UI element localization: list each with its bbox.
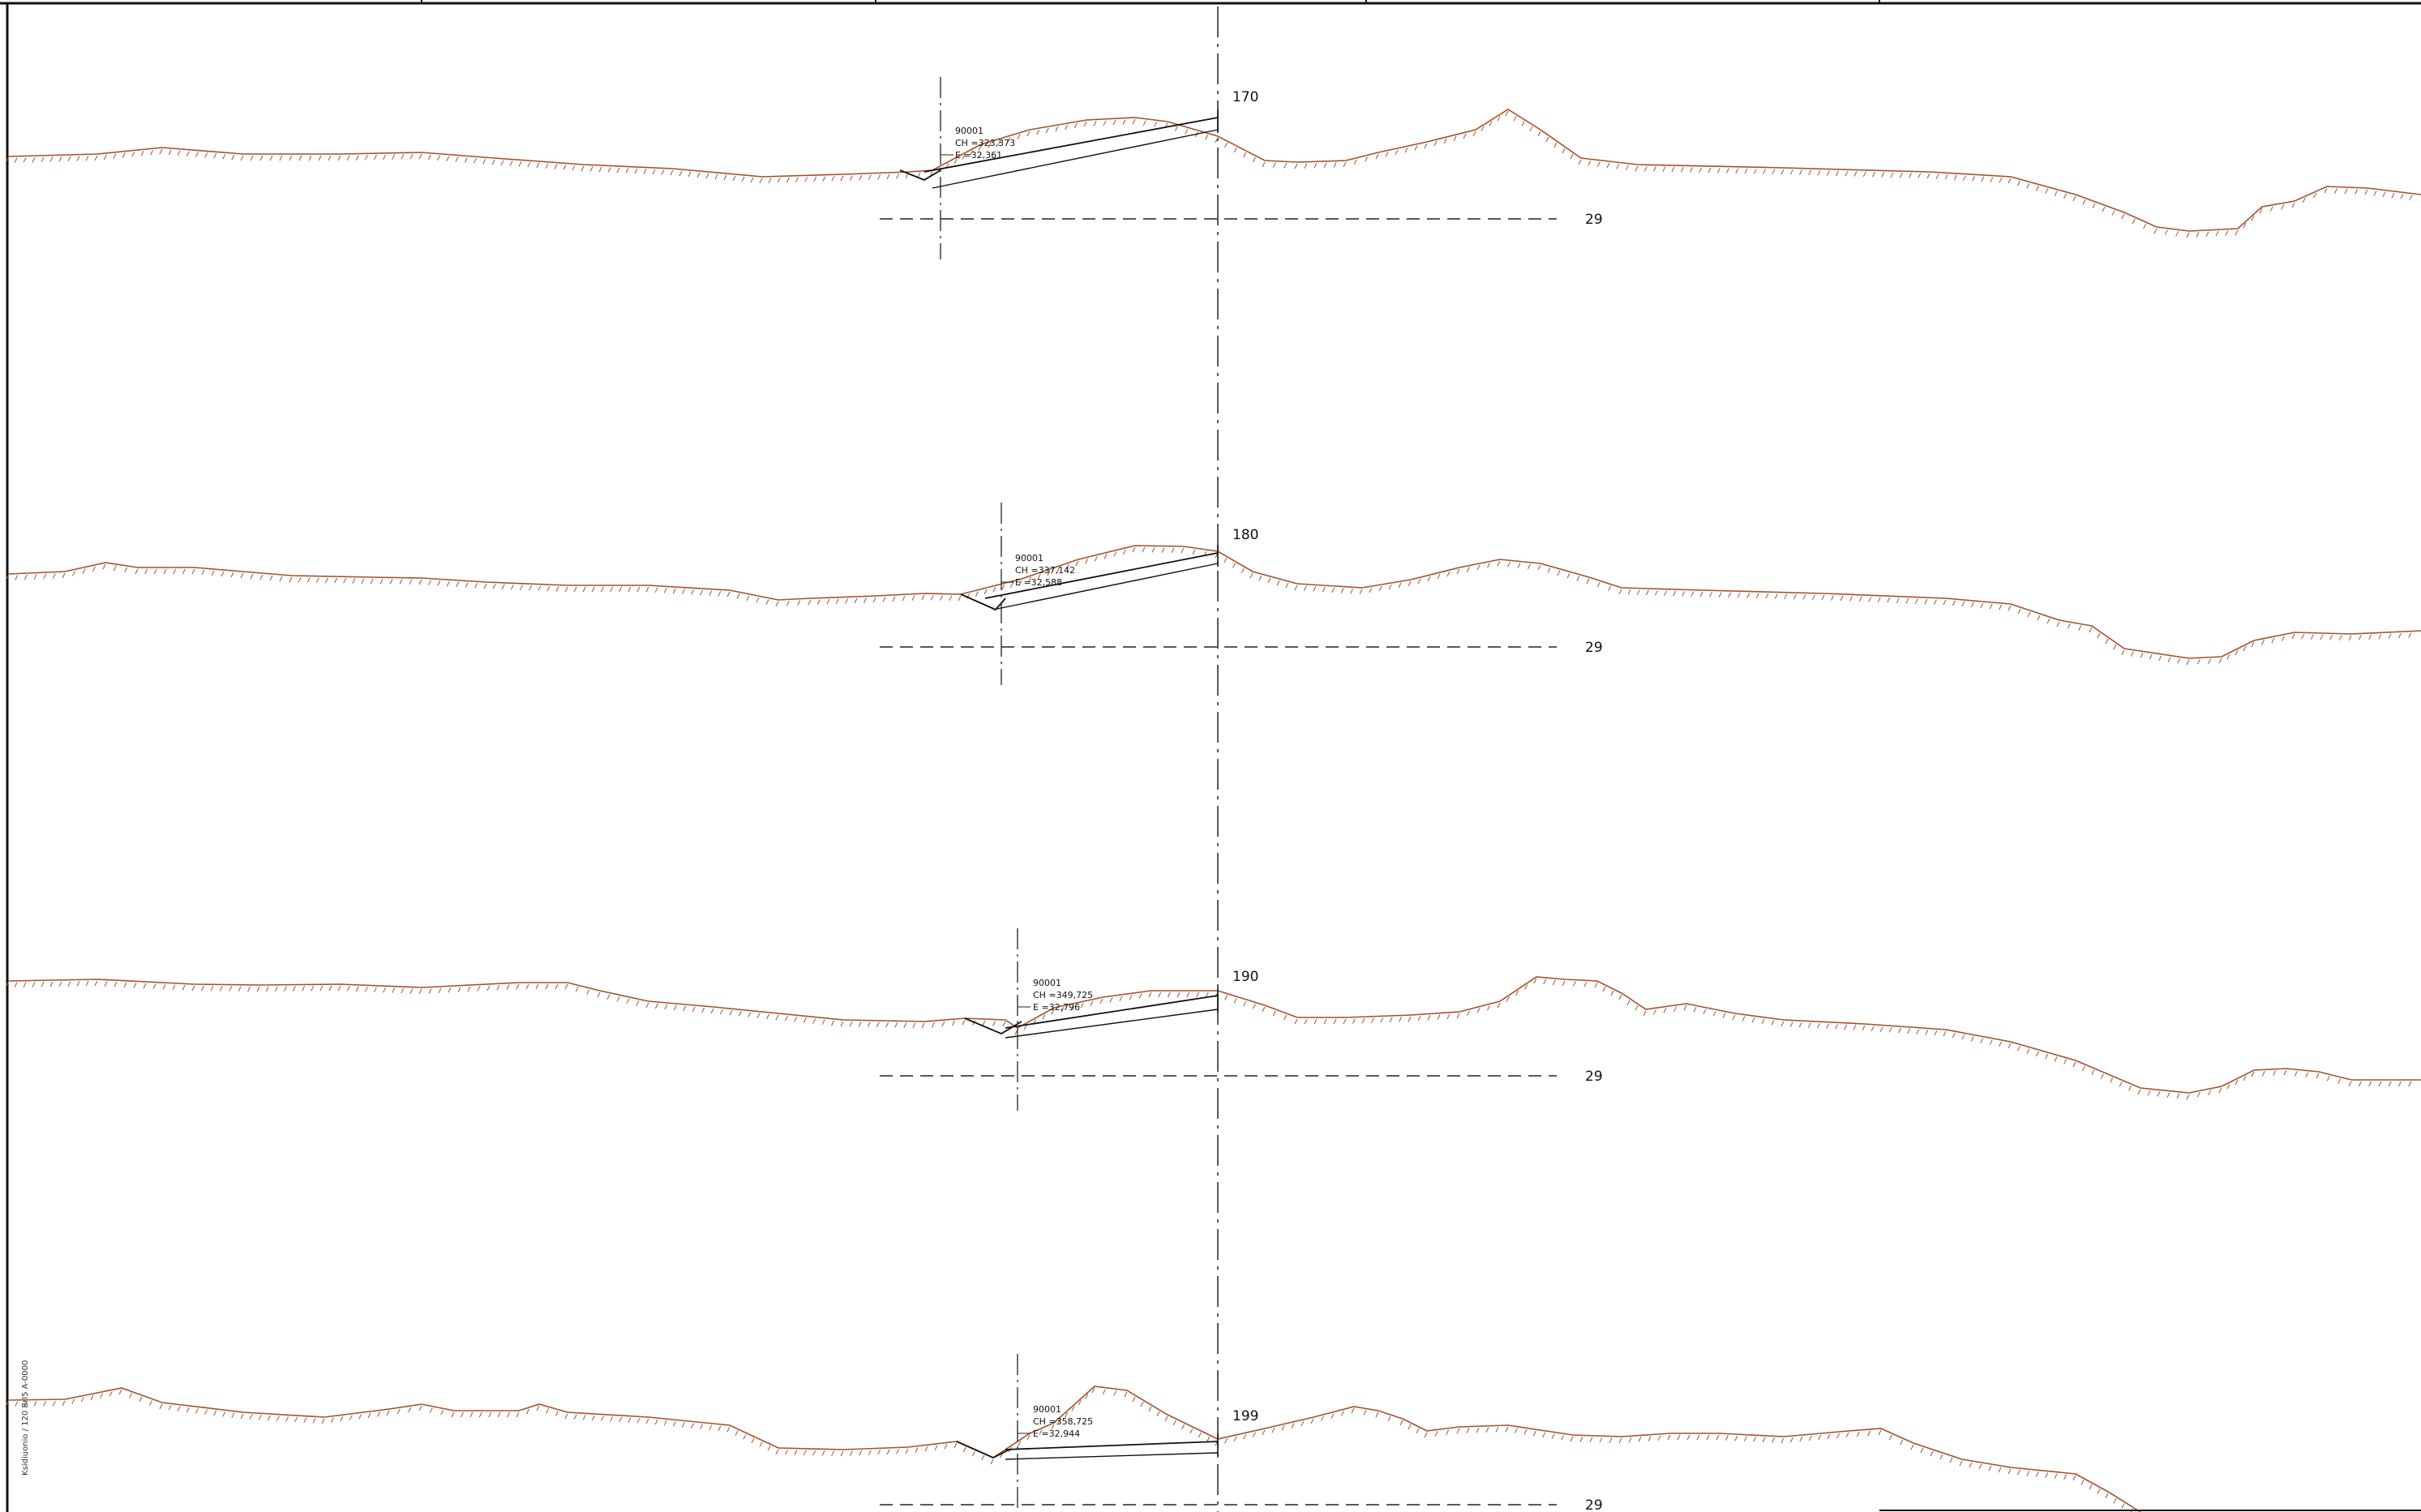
annotation-line: E =32,796	[1033, 1002, 1080, 1013]
annotation-line: CH =349,725	[1033, 990, 1093, 1000]
annotation-line: CH =337,142	[1015, 565, 1075, 576]
cross-section-190: 190 29 90001 CH =349,725 E =32,796	[5, 928, 2421, 1111]
station-label: 199	[1232, 1408, 1258, 1424]
design-line-bottom	[992, 563, 1219, 610]
datum-level-label: 29	[1585, 1069, 1603, 1085]
annotation-line: E =32,944	[1033, 1428, 1080, 1439]
annotation-line: CH =323,373	[955, 138, 1015, 148]
terrain-profile	[7, 1386, 2141, 1512]
design-line-top	[984, 552, 1219, 599]
side-note: Ksidiuonio / 120 Brl5 A-0000	[21, 1360, 30, 1476]
terrain-profile	[7, 545, 2421, 659]
annotation-line: CH =358,725	[1033, 1416, 1093, 1427]
design-line-top	[923, 117, 1219, 173]
annotation-line: 90001	[1033, 978, 1061, 988]
station-label: 180	[1232, 527, 1258, 543]
annotation-line: 90001	[955, 126, 983, 136]
station-label: 170	[1232, 89, 1258, 105]
ditch-line	[960, 593, 1006, 611]
annotation-line: E =32,588	[1015, 577, 1062, 588]
terrain-hatching	[5, 1387, 2133, 1512]
design-line-bottom	[932, 129, 1219, 189]
station-label: 190	[1232, 969, 1258, 985]
design-line-top	[1005, 995, 1219, 1029]
annotation-line: 90001	[1033, 1404, 1061, 1415]
ditch-line	[899, 169, 941, 182]
design-line-bottom	[1005, 1452, 1219, 1460]
terrain-profile	[7, 109, 2421, 232]
terrain-profile	[7, 976, 2421, 1094]
design-line-top	[1005, 1441, 1219, 1450]
terrain-hatching	[5, 978, 2412, 1100]
ditch-line	[956, 1441, 1010, 1458]
ditch-line	[964, 1017, 1022, 1035]
terrain-hatching	[5, 546, 2412, 666]
datum-level-label: 29	[1585, 212, 1603, 228]
cross-section-170: 170 29 90001 CH =323,373 E =32,361	[5, 77, 2421, 259]
annotation-line: E =32,361	[955, 150, 1002, 161]
design-line-bottom	[1005, 1009, 1219, 1039]
annotation-line: 90001	[1015, 553, 1043, 563]
datum-level-label: 29	[1585, 640, 1603, 656]
datum-level-label: 29	[1585, 1497, 1603, 1512]
terrain-hatching	[5, 110, 2413, 238]
